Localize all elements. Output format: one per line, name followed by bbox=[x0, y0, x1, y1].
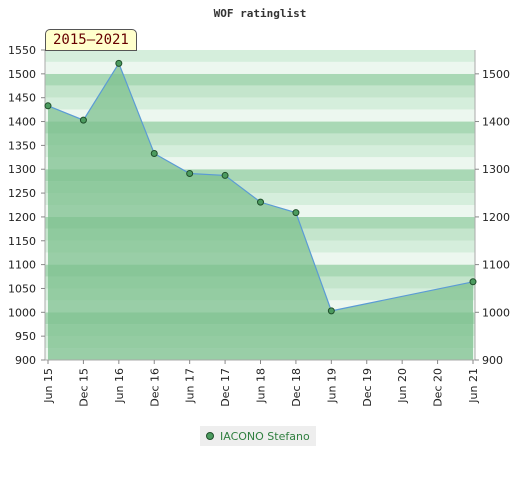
y-tick-left: 1550 bbox=[8, 44, 36, 57]
data-point bbox=[469, 278, 477, 286]
band bbox=[45, 97, 475, 110]
legend[interactable]: IACONO Stefano bbox=[200, 426, 316, 446]
x-tick: Dec 18 bbox=[290, 368, 303, 407]
rating-points bbox=[44, 59, 477, 315]
x-tick: Jun 16 bbox=[113, 368, 126, 404]
data-point bbox=[79, 116, 87, 124]
y-tick-left: 1450 bbox=[8, 92, 36, 105]
band bbox=[45, 169, 475, 182]
band bbox=[45, 133, 475, 146]
y-tick-left: 1250 bbox=[8, 187, 36, 200]
x-tick: Dec 17 bbox=[219, 368, 232, 407]
y-tick-left: 1500 bbox=[8, 68, 36, 81]
data-point bbox=[115, 59, 123, 67]
data-point bbox=[150, 149, 158, 157]
x-tick: Jun 17 bbox=[184, 368, 197, 404]
data-point bbox=[327, 307, 335, 315]
legend-label: IACONO Stefano bbox=[220, 429, 310, 443]
y-tick-right: 1400 bbox=[482, 116, 510, 129]
rating-area-fill bbox=[48, 63, 473, 360]
rating-area bbox=[47, 62, 474, 360]
band bbox=[45, 73, 475, 86]
x-tick: Dec 20 bbox=[432, 368, 445, 407]
band bbox=[45, 157, 475, 170]
y-tick-left: 950 bbox=[15, 330, 36, 343]
y-tick-left: 900 bbox=[15, 354, 36, 367]
data-point bbox=[221, 171, 229, 179]
y-tick-left: 1400 bbox=[8, 116, 36, 129]
band bbox=[45, 50, 475, 62]
x-tick: Jun 19 bbox=[325, 368, 338, 404]
y-tick-right: 1200 bbox=[482, 211, 510, 224]
y-tick-right: 1500 bbox=[482, 68, 510, 81]
data-point bbox=[257, 198, 264, 206]
y-tick-left: 1150 bbox=[8, 235, 36, 248]
x-tick: Jun 15 bbox=[42, 368, 55, 404]
y-tick-right: 1000 bbox=[482, 306, 510, 319]
x-axis-ticks: Jun 15 Dec 15 Jun 16 Dec 16 Jun 17 Dec 17 Jun … bbox=[42, 360, 480, 407]
x-tick: Dec 15 bbox=[77, 368, 90, 407]
data-point bbox=[292, 209, 300, 217]
y-axis-right-ticks: 900 1000 1100 1200 1300 1400 1500 bbox=[475, 68, 510, 367]
y-tick-left: 1300 bbox=[8, 163, 36, 176]
band bbox=[45, 109, 475, 122]
y-axis-left-ticks: 900 950 1000 1050 1100 1150 1200 1250 1300 1350 14… bbox=[8, 44, 45, 367]
y-tick-left: 1200 bbox=[8, 211, 36, 224]
chart-title: WOF ratinglist bbox=[214, 7, 307, 20]
rating-line bbox=[47, 62, 474, 312]
data-point bbox=[186, 170, 194, 178]
y-tick-left: 1100 bbox=[8, 259, 36, 272]
x-tick: Dec 19 bbox=[361, 368, 374, 407]
x-tick: Jun 21 bbox=[467, 368, 480, 404]
y-tick-right: 1100 bbox=[482, 259, 510, 272]
y-tick-left: 1050 bbox=[8, 282, 36, 295]
x-tick: Dec 16 bbox=[148, 368, 161, 407]
x-tick: Jun 20 bbox=[396, 368, 409, 404]
legend-marker-icon bbox=[206, 432, 214, 440]
band bbox=[45, 85, 475, 98]
band bbox=[45, 61, 475, 74]
period-label: 2015–2021 bbox=[45, 29, 137, 51]
band bbox=[45, 121, 475, 134]
y-tick-right: 900 bbox=[482, 354, 503, 367]
band bbox=[45, 181, 475, 194]
y-tick-left: 1350 bbox=[8, 139, 36, 152]
band bbox=[45, 145, 475, 158]
data-point bbox=[44, 102, 52, 110]
x-tick: Jun 18 bbox=[255, 368, 268, 404]
y-tick-left: 1000 bbox=[8, 306, 36, 319]
y-tick-right: 1300 bbox=[482, 163, 510, 176]
